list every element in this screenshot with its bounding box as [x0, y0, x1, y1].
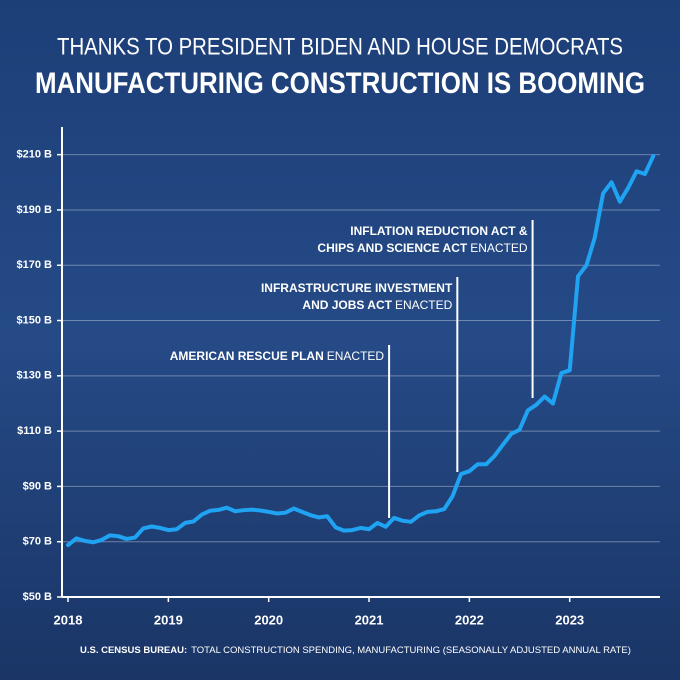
y-tick-label: $190 B — [17, 204, 53, 216]
annotation-bold: AMERICAN RESCUE PLAN — [170, 349, 324, 363]
x-tick-label: 2018 — [54, 612, 83, 627]
source-regular: TOTAL CONSTRUCTION SPENDING, MANUFACTURI… — [191, 645, 631, 656]
annotation-regular: ENACTED — [395, 298, 453, 312]
chart-title: THANKS TO PRESIDENT BIDEN AND HOUSE DEMO… — [57, 33, 623, 60]
annotation-bold: INFLATION REDUCTION ACT & — [350, 224, 528, 238]
y-tick-label: $50 B — [23, 591, 52, 603]
source-note: U.S. CENSUS BUREAU: TOTAL CONSTRUCTION SP… — [80, 645, 631, 656]
annotation-bold: AND JOBS ACT — [302, 298, 392, 312]
x-tick-label: 2022 — [455, 612, 484, 627]
x-tick-label: 2021 — [355, 612, 384, 627]
annotation-text: INFRASTRUCTURE INVESTMENT — [261, 281, 453, 295]
y-tick-label: $210 B — [17, 149, 53, 161]
data-line — [66, 154, 656, 548]
x-tick-label: 2020 — [254, 612, 283, 627]
x-tick-label: 2019 — [154, 612, 183, 627]
annotation-text: CHIPS AND SCIENCE ACT ENACTED — [317, 241, 527, 255]
y-tick-label: $130 B — [17, 370, 53, 382]
annotation-bold: CHIPS AND SCIENCE ACT — [317, 241, 467, 255]
annotation-regular: ENACTED — [327, 349, 385, 363]
annotation-text: AND JOBS ACT ENACTED — [302, 298, 452, 312]
chart-subtitle: MANUFACTURING CONSTRUCTION IS BOOMING — [35, 67, 645, 100]
annotation-text: INFLATION REDUCTION ACT & — [350, 224, 528, 238]
x-tick-label: 2023 — [555, 612, 584, 627]
annotation-text: AMERICAN RESCUE PLAN ENACTED — [170, 349, 385, 363]
y-tick-label: $90 B — [23, 480, 52, 492]
annotation-regular: ENACTED — [470, 241, 528, 255]
source-bold: U.S. CENSUS BUREAU: — [80, 645, 187, 656]
y-tick-label: $150 B — [17, 314, 53, 326]
y-tick-label: $70 B — [23, 536, 52, 548]
annotation-bold: INFRASTRUCTURE INVESTMENT — [261, 281, 453, 295]
y-tick-label: $170 B — [17, 259, 53, 271]
y-tick-label: $110 B — [17, 425, 52, 437]
